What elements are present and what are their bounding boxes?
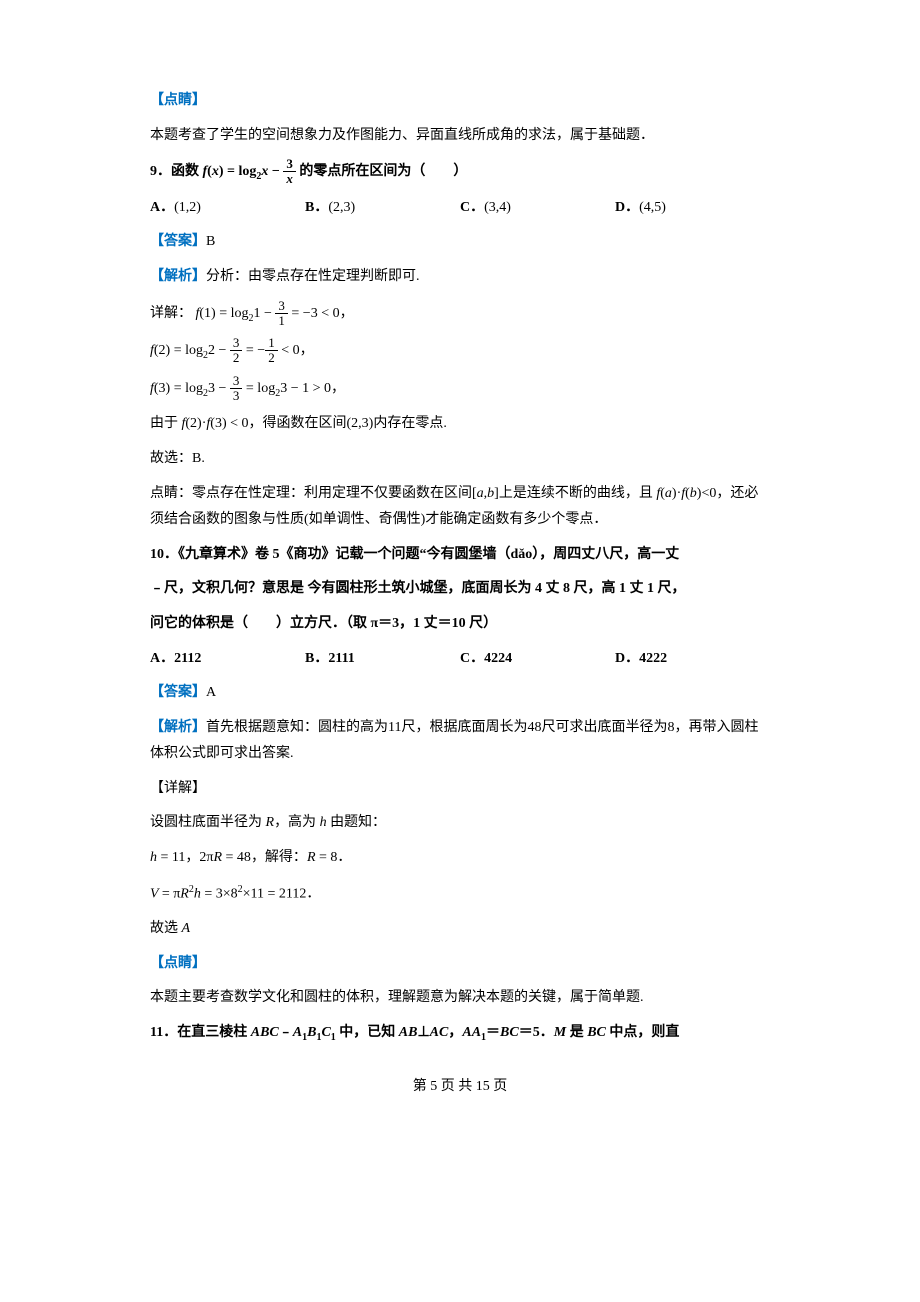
q9-f2: f(2) = log22 − 32 = −12 < 0， [150, 336, 770, 366]
q10-answer: 【答案】A [150, 680, 770, 707]
q10-dianjing-label: 【点睛】 [150, 951, 770, 978]
dianjing-label-1: 【点睛】 [150, 88, 770, 115]
q10-line2: h = 11，2πR = 48，解得：R = 8． [150, 845, 770, 872]
q11-stem: 11．在直三棱柱 ABC﹣A1B1C1 中，已知 AB⊥AC，AA1＝BC＝5．… [150, 1020, 770, 1047]
q9-analysis-intro: 【解析】分析：由零点存在性定理判断即可. [150, 264, 770, 291]
q9-answer: 【答案】B [150, 229, 770, 256]
q10-opt-b: B．2111 [305, 646, 460, 673]
q9-dianjing: 点睛：零点存在性定理：利用定理不仅要函数在区间[a,b]上是连续不断的曲线，且 … [150, 481, 770, 534]
q10-options: A．2112 B．2111 C．4224 D．4222 [150, 646, 770, 673]
page-footer: 第 5 页 共 15 页 [150, 1074, 770, 1101]
q9-opt-d: D．(4,5) [615, 195, 770, 222]
q10-line3: V = πR2h = 3×82×11 = 2112． [150, 880, 770, 908]
q9-f1: 详解： f(1) = log21 − 31 = −3 < 0， [150, 299, 770, 329]
q9-opt-a: A．(1,2) [150, 195, 305, 222]
dianjing-text-1: 本题考查了学生的空间想象力及作图能力、异面直线所成角的求法，属于基础题． [150, 123, 770, 150]
q9-conclusion: 由于 f(2)·f(3) < 0，得函数在区间(2,3)内存在零点. [150, 411, 770, 438]
q10-opt-a: A．2112 [150, 646, 305, 673]
q10-so: 故选 A [150, 916, 770, 943]
q9-so: 故选：B. [150, 446, 770, 473]
q9-opt-b: B．(2,3) [305, 195, 460, 222]
q10-opt-d: D．4222 [615, 646, 770, 673]
q10-stem-2: ﹣尺，文积几何？意思是 今有圆柱形土筑小城堡，底面周长为 4 丈 8 尺，高 1… [150, 576, 770, 603]
q10-dianjing: 本题主要考查数学文化和圆柱的体积，理解题意为解决本题的关键，属于简单题. [150, 985, 770, 1012]
q9-options: A．(1,2) B．(2,3) C．(3,4) D．(4,5) [150, 195, 770, 222]
q9-f3: f(3) = log23 − 33 = log23 − 1 > 0， [150, 374, 770, 404]
q10-stem-1: 10．《九章算术》卷 5《商功》记载一个问题“今有圆堡墙（dǎo），周四丈八尺，… [150, 542, 770, 569]
q10-opt-c: C．4224 [460, 646, 615, 673]
q10-line1: 设圆柱底面半径为 R，高为 h 由题知： [150, 810, 770, 837]
q9-opt-c: C．(3,4) [460, 195, 615, 222]
q10-stem-3: 问它的体积是（ ）立方尺．（取 π＝3，1 丈＝10 尺） [150, 611, 770, 638]
q10-analysis: 【解析】首先根据题意知：圆柱的高为11尺，根据底面周长为48尺可求出底面半径为8… [150, 715, 770, 768]
q9-stem: 9．函数 f(x) = log2x − 3x 的零点所在区间为（ ） [150, 157, 770, 187]
q10-detail-label: 【详解】 [150, 776, 770, 803]
